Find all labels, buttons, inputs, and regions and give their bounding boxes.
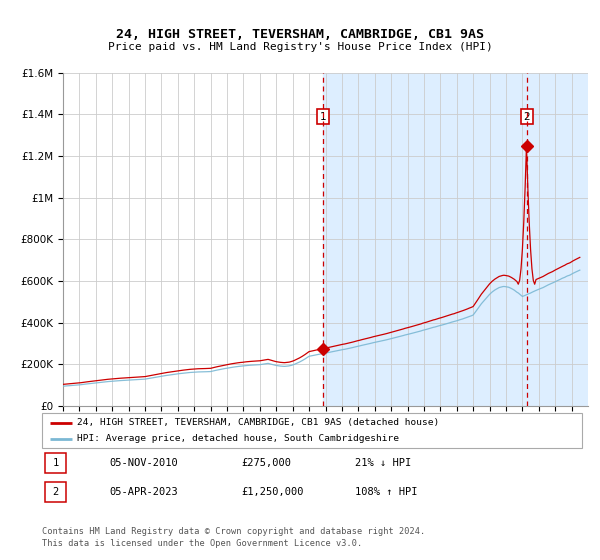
Text: 108% ↑ HPI: 108% ↑ HPI: [355, 487, 418, 497]
Text: Price paid vs. HM Land Registry's House Price Index (HPI): Price paid vs. HM Land Registry's House …: [107, 42, 493, 52]
Text: This data is licensed under the Open Government Licence v3.0.: This data is licensed under the Open Gov…: [42, 539, 362, 548]
Text: 24, HIGH STREET, TEVERSHAM, CAMBRIDGE, CB1 9AS: 24, HIGH STREET, TEVERSHAM, CAMBRIDGE, C…: [116, 28, 484, 41]
Bar: [323, 73, 527, 406]
Text: 24, HIGH STREET, TEVERSHAM, CAMBRIDGE, CB1 9AS (detached house): 24, HIGH STREET, TEVERSHAM, CAMBRIDGE, C…: [77, 418, 439, 427]
Bar: [527, 73, 588, 406]
Text: 1: 1: [320, 111, 326, 122]
Bar: [45, 482, 67, 502]
Text: 05-NOV-2010: 05-NOV-2010: [110, 458, 178, 468]
Text: £275,000: £275,000: [242, 458, 292, 468]
Text: 05-APR-2023: 05-APR-2023: [110, 487, 178, 497]
Text: £1,250,000: £1,250,000: [242, 487, 304, 497]
Bar: [527, 73, 588, 406]
Text: 2: 2: [523, 111, 530, 122]
Bar: [45, 453, 67, 473]
Text: Contains HM Land Registry data © Crown copyright and database right 2024.: Contains HM Land Registry data © Crown c…: [42, 528, 425, 536]
Text: 1: 1: [52, 458, 59, 468]
Text: 21% ↓ HPI: 21% ↓ HPI: [355, 458, 412, 468]
Text: 2: 2: [52, 487, 59, 497]
Text: HPI: Average price, detached house, South Cambridgeshire: HPI: Average price, detached house, Sout…: [77, 434, 399, 443]
